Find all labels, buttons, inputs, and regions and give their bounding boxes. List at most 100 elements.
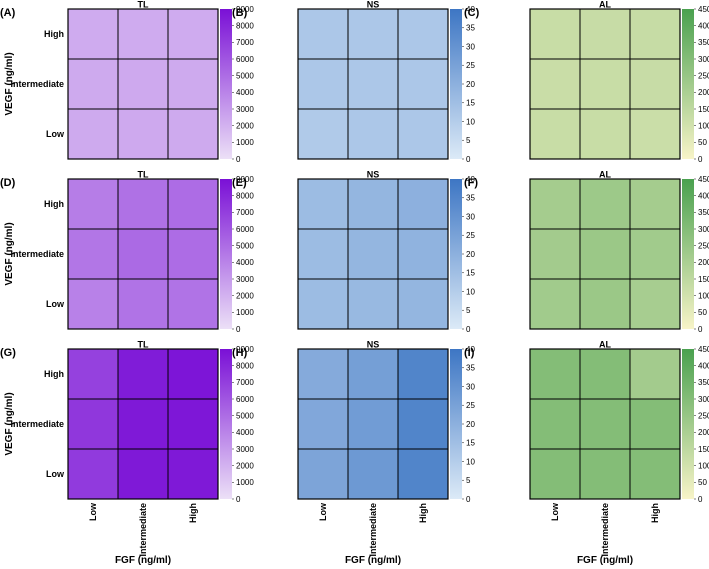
colorbar-tick-label: 300 xyxy=(698,225,709,234)
heatmap-cell xyxy=(397,108,449,160)
heatmap-cell xyxy=(297,8,349,60)
colorbar-tick-label: 100 xyxy=(698,291,709,300)
heatmap-cell xyxy=(529,58,581,110)
heatmap-cell xyxy=(167,228,219,280)
row-tick-label: High xyxy=(44,29,64,39)
colorbar-tick-label: 2000 xyxy=(236,121,254,130)
colorbar-tick-label: 200 xyxy=(698,88,709,97)
colorbar-tick-label: 9000 xyxy=(236,175,254,184)
colorbar-tick-label: 200 xyxy=(698,258,709,267)
colorbar-tick-label: 8000 xyxy=(236,191,254,200)
panel-label: (B) xyxy=(232,7,248,19)
heatmap-cell xyxy=(117,8,169,60)
heatmap-cell xyxy=(579,8,631,60)
heatmap-frame xyxy=(67,348,219,500)
colorbar-tick-label: 250 xyxy=(698,241,709,250)
colorbar-tick-label: 450 xyxy=(698,5,709,14)
heatmap-cell xyxy=(67,348,119,400)
col-tick-label: Intermediate xyxy=(600,503,610,557)
panel-label: (A) xyxy=(0,7,16,19)
col-tick-label: Low xyxy=(318,502,328,521)
heatmap-cell xyxy=(297,108,349,160)
row-tick-label: Low xyxy=(46,299,65,309)
colorbar-tick-label: 150 xyxy=(698,275,709,284)
panel-label: (C) xyxy=(464,7,480,19)
heatmap-cell xyxy=(529,448,581,500)
heatmap-cell xyxy=(297,178,349,230)
heatmap-cell xyxy=(579,348,631,400)
panel-title: NS xyxy=(367,340,380,350)
heatmap-cell xyxy=(629,8,681,60)
colorbar-tick-label: 10 xyxy=(466,457,475,466)
heatmap-frame xyxy=(529,178,681,330)
row-tick-label: Intermediate xyxy=(10,419,64,429)
colorbar-tick-label: 35 xyxy=(466,364,475,373)
heatmap-cell xyxy=(347,398,399,450)
panel-title: TL xyxy=(138,0,149,10)
colorbar-tick-label: 6000 xyxy=(236,225,254,234)
x-axis-label: FGF (ng/ml) xyxy=(115,555,171,566)
colorbar-tick-label: 300 xyxy=(698,55,709,64)
heatmap-cell xyxy=(397,8,449,60)
colorbar-tick-label: 4000 xyxy=(236,258,254,267)
heatmap-cell xyxy=(167,348,219,400)
colorbar-tick-label: 7000 xyxy=(236,208,254,217)
colorbar-tick-label: 30 xyxy=(466,42,475,51)
colorbar-tick-label: 10 xyxy=(466,287,475,296)
heatmap-cell xyxy=(579,228,631,280)
colorbar xyxy=(450,9,462,159)
row-tick-label: High xyxy=(44,199,64,209)
heatmap-cell xyxy=(397,278,449,330)
heatmap-cell xyxy=(67,178,119,230)
colorbar-tick-label: 40 xyxy=(466,345,475,354)
colorbar xyxy=(682,9,694,159)
col-tick-label: Low xyxy=(550,502,560,521)
colorbar-tick-label: 7000 xyxy=(236,378,254,387)
heatmap-cell xyxy=(297,58,349,110)
heatmap-cell xyxy=(529,108,581,160)
heatmap-cell xyxy=(167,178,219,230)
colorbar-tick-label: 0 xyxy=(698,325,703,334)
heatmap-cell xyxy=(579,398,631,450)
heatmap-cell xyxy=(347,228,399,280)
colorbar-tick-label: 5 xyxy=(466,136,471,145)
row-tick-label: Intermediate xyxy=(10,79,64,89)
heatmap-cell xyxy=(629,108,681,160)
colorbar-tick-label: 400 xyxy=(698,191,709,200)
colorbar-tick-label: 30 xyxy=(466,212,475,221)
heatmap-cell xyxy=(67,398,119,450)
colorbar-tick-label: 3000 xyxy=(236,445,254,454)
heatmap-cell xyxy=(579,448,631,500)
heatmap-cell xyxy=(117,228,169,280)
y-axis-label: VEGF (ng/ml) xyxy=(4,392,15,455)
heatmap-cell xyxy=(67,108,119,160)
colorbar-tick-label: 150 xyxy=(698,105,709,114)
heatmap-cell xyxy=(167,278,219,330)
colorbar-tick-label: 400 xyxy=(698,361,709,370)
panel-label: (D) xyxy=(0,177,16,189)
col-tick-label: High xyxy=(188,503,198,523)
colorbar-tick-label: 0 xyxy=(466,495,471,504)
heatmap-cell xyxy=(397,348,449,400)
heatmap-cell xyxy=(297,228,349,280)
heatmap-cell xyxy=(397,178,449,230)
panel-title: AL xyxy=(599,170,611,180)
colorbar-tick-label: 25 xyxy=(466,401,475,410)
colorbar-tick-label: 2000 xyxy=(236,291,254,300)
heatmap-cell xyxy=(347,108,399,160)
panel-title: NS xyxy=(367,0,380,10)
heatmap-cell xyxy=(167,8,219,60)
colorbar-tick-label: 20 xyxy=(466,250,475,259)
colorbar-tick-label: 40 xyxy=(466,5,475,14)
panel-label: (E) xyxy=(232,177,247,189)
colorbar-tick-label: 8000 xyxy=(236,21,254,30)
heatmap-cell xyxy=(397,448,449,500)
heatmap-cell xyxy=(167,58,219,110)
heatmap-cell xyxy=(529,348,581,400)
colorbar-tick-label: 25 xyxy=(466,231,475,240)
heatmap-frame xyxy=(529,348,681,500)
heatmap-cell xyxy=(117,108,169,160)
colorbar-tick-label: 5 xyxy=(466,476,471,485)
heatmap-cell xyxy=(397,58,449,110)
